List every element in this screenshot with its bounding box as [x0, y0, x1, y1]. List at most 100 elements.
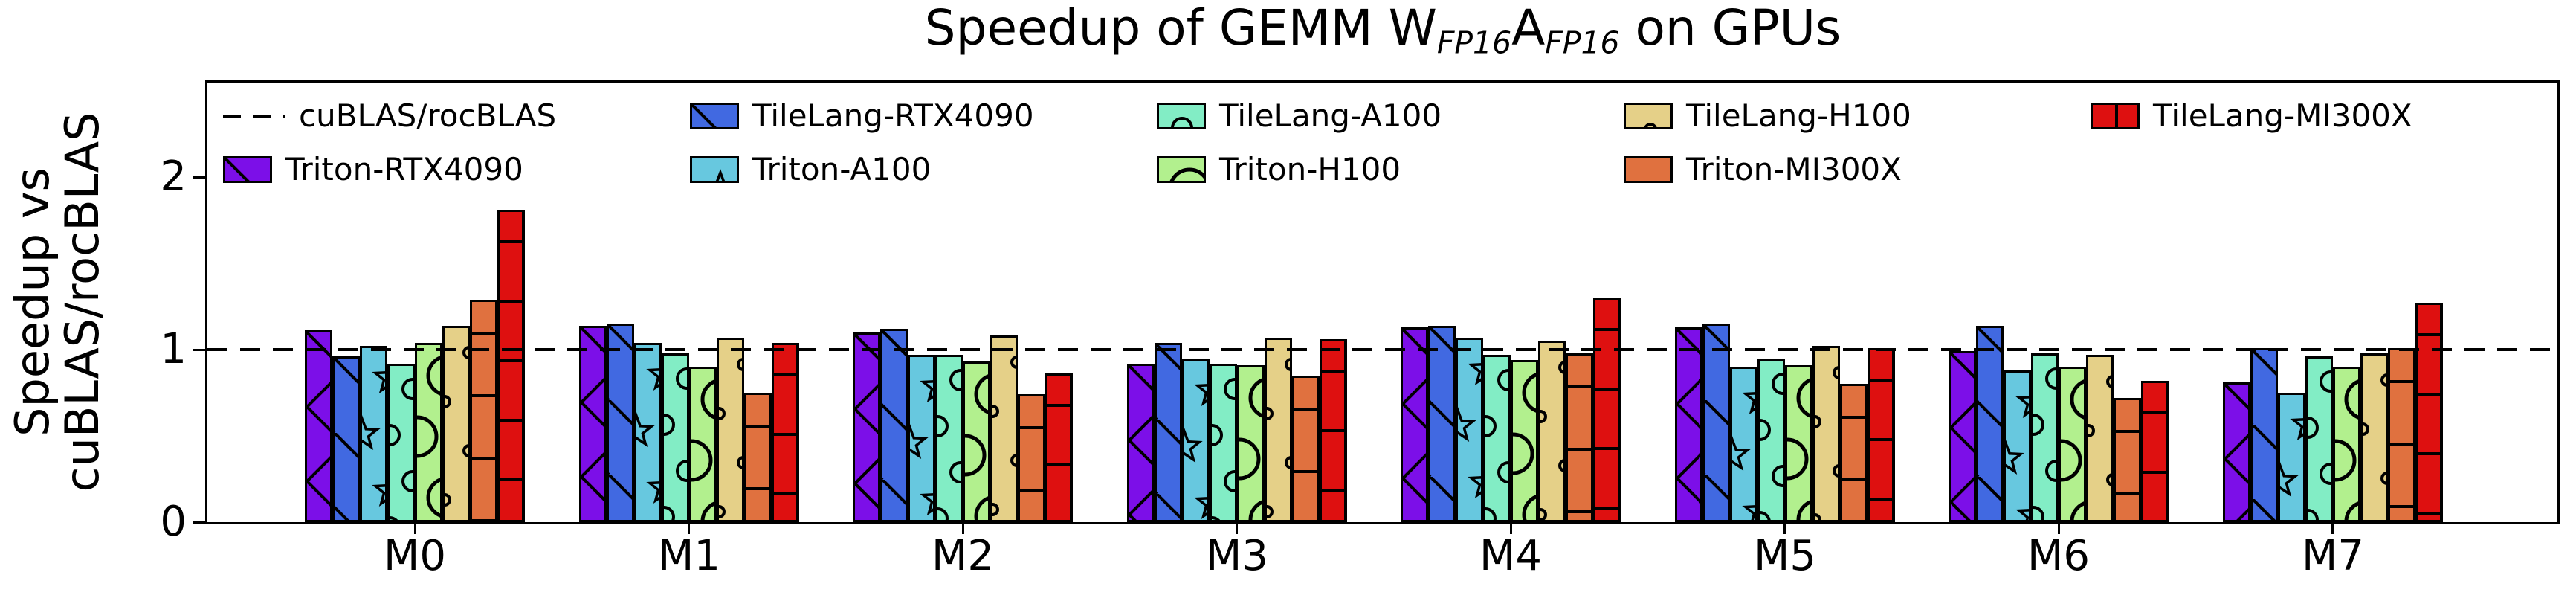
circle-small-hatch-icon — [1212, 366, 1235, 520]
x-axis-tick-M5 — [1783, 522, 1786, 534]
y-axis-tick-2 — [193, 176, 205, 179]
y-axis-tick-label-1: 1 — [160, 325, 187, 373]
legend-label-cuBLAS/rocBLAS: cuBLAS/rocBLAS — [299, 97, 557, 134]
bar-Triton-H100-M4 — [1511, 360, 1538, 522]
y-axis-title-line2: cuBLAS/rocBLAS — [55, 112, 109, 492]
bar-Triton-H100-M1 — [689, 367, 717, 522]
bar-Triton-MI300X-M5 — [1840, 384, 1868, 522]
horizontal-hatch-icon — [1568, 356, 1591, 520]
bar-TileLang-RTX4090-M5 — [1702, 324, 1730, 522]
x-axis-tick-M2 — [962, 522, 964, 534]
x-hatch-icon — [855, 335, 878, 520]
star-hatch-icon — [2280, 395, 2303, 520]
x-axis-tick-label-M5: M5 — [1754, 532, 1816, 580]
star-hatch-icon — [910, 357, 933, 520]
plus-hatch-icon — [500, 212, 523, 520]
legend-swatch-Triton-H100 — [1157, 156, 1206, 183]
bar-TileLang-A100-M2 — [935, 355, 963, 522]
plus-hatch-icon — [2418, 305, 2441, 520]
dot-hatch-icon — [1540, 343, 1563, 520]
bar-TileLang-RTX4090-M6 — [1976, 326, 2004, 522]
backslash-hatch-icon — [2253, 350, 2276, 520]
bar-TileLang-RTX4090-M4 — [1428, 326, 1456, 522]
x-hatch-icon — [1129, 366, 1152, 520]
x-axis-tick-label-M4: M4 — [1479, 532, 1542, 580]
bar-TileLang-H100-M7 — [2360, 353, 2388, 522]
x-axis-tick-label-M2: M2 — [932, 532, 994, 580]
dot-hatch-icon — [2363, 356, 2386, 520]
circle-small-hatch-icon — [937, 357, 961, 520]
x-axis-tick-M7 — [2331, 522, 2334, 534]
bar-Triton-RTX4090-M0 — [305, 330, 332, 522]
circle-small-hatch-icon — [1485, 357, 1508, 520]
y-axis-tick-0 — [193, 521, 205, 524]
horizontal-hatch-icon — [472, 302, 495, 520]
bar-Triton-MI300X-M1 — [744, 393, 772, 522]
bar-Triton-A100-M2 — [908, 355, 935, 522]
bar-Triton-A100-M7 — [2278, 393, 2305, 522]
title-suffix: on GPUs — [1619, 0, 1841, 57]
x-hatch-icon — [307, 332, 330, 520]
legend-swatch-TileLang-MI300X — [2091, 103, 2140, 129]
legend-label-Triton-H100: Triton-H100 — [1219, 151, 1401, 187]
horizontal-hatch-icon — [2390, 350, 2413, 520]
bar-Triton-H100-M0 — [415, 343, 442, 522]
dot-hatch-icon — [1815, 348, 1838, 520]
circle-small-hatch-icon — [664, 356, 687, 520]
plus-hatch-icon — [1870, 350, 1893, 520]
legend-swatch-TileLang-RTX4090 — [690, 103, 739, 129]
bar-TileLang-RTX4090-M3 — [1155, 343, 1182, 522]
bar-Triton-RTX4090-M5 — [1675, 327, 1702, 522]
x-axis-tick-M6 — [2058, 522, 2060, 534]
bar-TileLang-RTX4090-M1 — [607, 324, 634, 522]
y-axis-title-line1: Speedup vs — [5, 167, 60, 437]
star-hatch-icon — [1732, 369, 1755, 520]
y-axis-tick-1 — [193, 349, 205, 351]
x-hatch-icon — [581, 328, 604, 520]
bar-Triton-H100-M6 — [2059, 367, 2086, 522]
x-axis-tick-label-M1: M1 — [658, 532, 720, 580]
bar-Triton-A100-M6 — [2004, 370, 2031, 522]
backslash-hatch-icon — [1705, 326, 1728, 520]
x-axis-tick-label-M6: M6 — [2027, 532, 2090, 580]
bar-Triton-MI300X-M3 — [1292, 376, 1320, 522]
y-axis-tick-label-2: 2 — [160, 152, 187, 201]
x-hatch-icon — [1951, 353, 1974, 520]
circle-small-hatch-icon — [390, 366, 413, 520]
circle-large-hatch-icon — [1159, 158, 1204, 181]
bar-TileLang-A100-M3 — [1210, 364, 1237, 522]
legend-label-TileLang-A100: TileLang-A100 — [1219, 97, 1442, 134]
legend-entry-Triton-MI300X: Triton-MI300X — [1624, 153, 1902, 186]
legend-label-Triton-MI300X: Triton-MI300X — [1686, 151, 1902, 187]
plus-hatch-icon — [2093, 105, 2137, 127]
bar-Triton-MI300X-M6 — [2114, 398, 2141, 522]
plus-hatch-icon — [1322, 341, 1345, 520]
title-subscript-fp16-a: FP16 — [1545, 25, 1620, 61]
bar-TileLang-RTX4090-M0 — [332, 356, 360, 522]
circle-large-hatch-icon — [1513, 362, 1536, 520]
bar-TileLang-H100-M1 — [717, 338, 744, 522]
bar-TileLang-A100-M6 — [2031, 353, 2059, 522]
legend-dashed-line-icon — [223, 114, 285, 118]
legend-label-TileLang-MI300X: TileLang-MI300X — [2153, 97, 2412, 134]
bar-TileLang-A100-M5 — [1757, 359, 1785, 522]
circle-small-hatch-icon — [2308, 359, 2331, 520]
horizontal-hatch-icon — [1842, 386, 1865, 520]
dot-hatch-icon — [719, 340, 742, 520]
bar-Triton-RTX4090-M3 — [1127, 364, 1155, 522]
bar-TileLang-A100-M7 — [2305, 356, 2333, 522]
bar-TileLang-H100-M0 — [442, 326, 470, 522]
horizontal-hatch-icon — [1626, 158, 1670, 181]
bar-TileLang-H100-M6 — [2086, 355, 2114, 522]
bar-TileLang-MI300X-M2 — [1045, 373, 1073, 522]
bar-Triton-A100-M4 — [1456, 338, 1483, 522]
bar-Triton-MI300X-M0 — [470, 300, 497, 522]
bar-TileLang-MI300X-M7 — [2415, 303, 2443, 522]
legend-swatch-Triton-RTX4090 — [223, 156, 272, 183]
legend-entry-Triton-H100: Triton-H100 — [1157, 153, 1401, 186]
legend-entry-TileLang-H100: TileLang-H100 — [1624, 100, 1911, 132]
legend-label-Triton-A100: Triton-A100 — [752, 151, 932, 187]
legend-label-TileLang-RTX4090: TileLang-RTX4090 — [752, 97, 1034, 134]
bar-TileLang-H100-M2 — [990, 335, 1018, 522]
legend-entry-TileLang-MI300X: TileLang-MI300X — [2091, 100, 2412, 132]
